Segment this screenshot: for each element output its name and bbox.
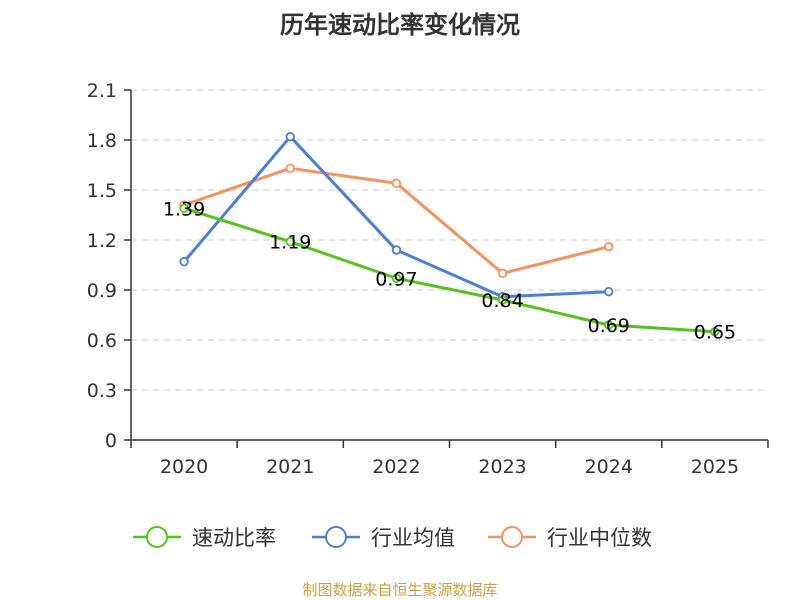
data-point[interactable] [604,241,614,252]
data-point[interactable] [179,256,189,267]
x-tick-label: 2023 [478,456,526,478]
data-label: 0.97 [375,268,417,290]
data-point[interactable] [391,245,402,255]
data-label: 0.84 [481,290,523,312]
x-tick-label: 2022 [372,456,420,478]
y-tick-label: 0.3 [87,380,117,402]
series-group [179,131,720,337]
legend-label: 速动比率 [192,526,276,550]
data-point[interactable] [710,326,720,337]
legend-marker [501,526,523,548]
data-point[interactable] [391,178,402,189]
data-labels: 1.39 1.19 0.97 0.84 0.69 0.65 [163,198,736,343]
series-行业中位数 [179,163,614,279]
y-tick-label: 1.2 [87,230,117,252]
data-point[interactable] [604,320,614,330]
data-point[interactable] [604,286,614,297]
y-tick-label: 0.9 [87,280,117,302]
x-tick-label: 2024 [585,456,633,478]
data-label: 1.19 [269,232,311,254]
legend[interactable]: 速动比率 行业均值 行业中位数 [133,526,652,550]
data-label: 0.69 [588,315,630,337]
series-line [183,206,715,334]
y-tick-label: 0.6 [87,330,117,352]
legend-item[interactable]: 行业均值 [312,526,455,550]
y-tick-label: 0 [105,430,117,452]
data-point[interactable] [391,273,402,284]
chart-title: 历年速动比率变化情况 [280,11,520,39]
source-note: 制图数据来自恒生聚源数据库 [302,581,497,599]
data-point[interactable] [179,203,189,214]
legend-marker [325,526,347,548]
y-tick-label: 1.5 [87,180,117,202]
y-tick-label: 2.1 [87,80,117,102]
legend-marker [146,526,168,548]
data-label: 1.39 [163,198,205,220]
data-point[interactable] [497,295,508,305]
legend-label: 行业中位数 [547,526,652,550]
legend-item[interactable]: 速动比率 [133,526,276,550]
grid [131,89,768,391]
x-tick-label: 2021 [266,456,314,478]
legend-label: 行业均值 [371,526,455,550]
data-point[interactable] [285,163,295,174]
series-速动比率 [179,203,720,337]
legend-item[interactable]: 行业中位数 [488,526,652,550]
x-tick-label: 2025 [691,456,739,478]
x-tick-label: 2020 [160,456,208,478]
series-行业均值 [179,131,614,302]
data-point[interactable] [497,268,508,279]
axes: 0 0.3 0.6 0.9 1.2 1.5 1.8 2.1 2020 2021 2022 2023 20… [87,80,769,478]
data-label: 0.65 [694,322,736,344]
y-tick-label: 1.8 [87,130,117,152]
data-point[interactable] [285,131,295,142]
data-point[interactable] [285,236,295,247]
